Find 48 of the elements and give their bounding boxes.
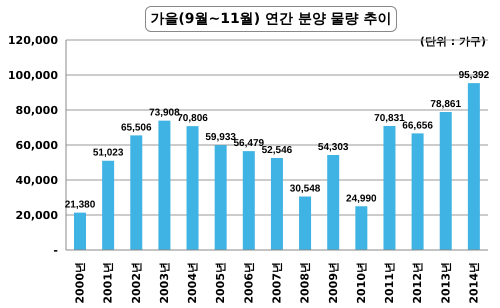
bar (412, 133, 424, 250)
data-label: 30,548 (290, 184, 321, 195)
x-tick-label: 2012년 (411, 262, 424, 304)
bar (74, 212, 86, 250)
y-tick-label: 40,000 (16, 174, 58, 187)
x-tick-label: 2009년 (326, 262, 340, 304)
bar (327, 154, 340, 250)
data-label: 95,392 (458, 70, 490, 82)
x-tick-label: 2013년 (439, 262, 452, 304)
bar (299, 196, 312, 250)
bar (383, 126, 396, 250)
bar (214, 145, 227, 250)
bar (242, 151, 255, 250)
x-tick-label: 2007년 (270, 262, 284, 304)
data-label: 21,380 (64, 200, 96, 211)
x-tick-label: 2008년 (298, 262, 312, 304)
data-label: 66,656 (402, 120, 434, 132)
bar (130, 135, 142, 250)
bar (468, 83, 480, 250)
bar (440, 112, 452, 250)
y-tick-label: 80,000 (16, 104, 58, 117)
bar (102, 160, 114, 250)
data-label: 54,303 (318, 142, 349, 153)
y-tick-label: 60,000 (16, 138, 58, 152)
x-tick-label: 2011년 (383, 262, 396, 304)
y-tick-label: 120,000 (8, 34, 58, 47)
x-tick-label: 2010년 (354, 262, 368, 304)
bar (186, 126, 199, 250)
data-label: 65,506 (120, 122, 152, 134)
x-tick-label: 2005년 (214, 262, 228, 304)
y-tick-label: - (53, 244, 58, 257)
x-tick-label: 2002년 (130, 262, 143, 304)
chart-title: 가을(9월~11월) 연간 분양 물량 추이 (145, 6, 397, 32)
data-label: 51,023 (92, 148, 124, 159)
data-label: 78,861 (430, 98, 462, 110)
x-tick-label: 2003년 (158, 262, 171, 304)
bar (270, 158, 283, 250)
x-tick-label: 2006년 (242, 262, 256, 304)
y-tick-label: 20,000 (16, 208, 58, 222)
y-tick-label: 100,000 (8, 68, 58, 82)
data-label: 24,990 (346, 193, 378, 204)
x-tick-label: 2001년 (102, 262, 115, 304)
x-tick-label: 2004년 (186, 262, 200, 304)
data-label: 52,546 (262, 145, 293, 156)
x-tick-label: 2000년 (74, 262, 87, 304)
bar (355, 206, 368, 250)
bar (158, 120, 170, 250)
x-tick-label: 2014년 (467, 262, 480, 304)
